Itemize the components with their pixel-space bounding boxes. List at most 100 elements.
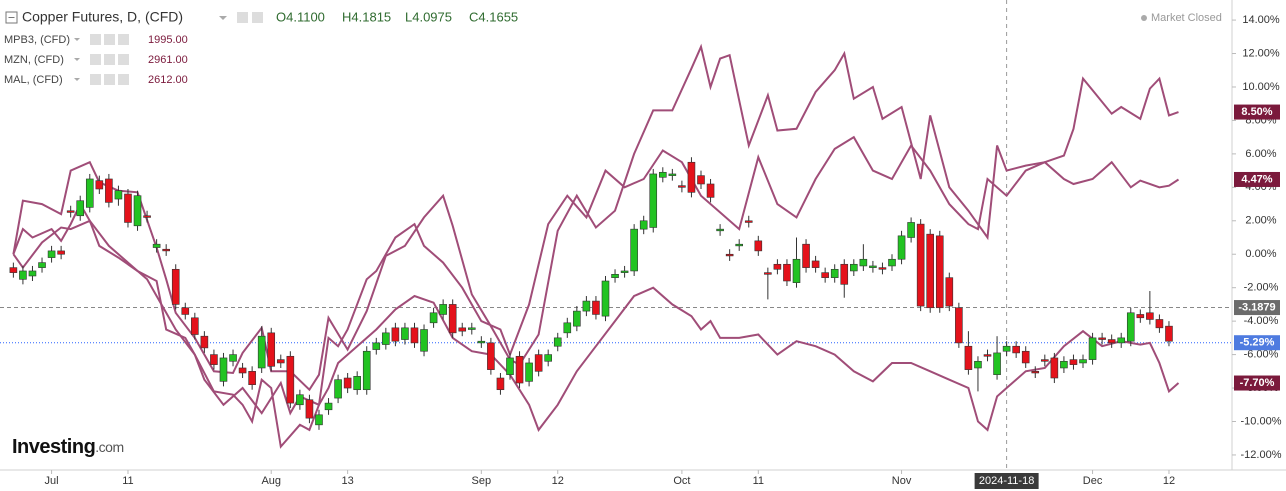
legend-icon[interactable] — [104, 74, 115, 85]
candle-body — [573, 310, 581, 327]
legend-icon[interactable] — [90, 54, 101, 65]
ohlc-open: O4.1100 — [276, 9, 325, 24]
candle-body — [563, 322, 572, 334]
candle-body — [878, 267, 887, 270]
candle-body — [888, 258, 896, 267]
dropdown-arrow[interactable] — [74, 38, 80, 41]
candle-body — [869, 265, 877, 268]
collapse-icon[interactable] — [5, 11, 18, 24]
ohlc-high: H4.1815 — [342, 9, 391, 24]
x-tick-label: Jul — [45, 475, 59, 487]
dropdown-arrow[interactable] — [219, 16, 227, 20]
candle-body — [1126, 312, 1135, 342]
legend-icon[interactable] — [90, 74, 101, 85]
candle-body — [276, 359, 285, 364]
candle-body — [1165, 325, 1173, 342]
candle-body — [783, 263, 791, 282]
candle-body — [1088, 337, 1097, 360]
candle-body — [840, 263, 849, 285]
candle-body — [983, 354, 992, 357]
ohlc-close: C4.1655 — [469, 9, 518, 24]
settings-icon[interactable] — [252, 12, 263, 23]
legend-icon[interactable] — [118, 54, 129, 65]
candle-body — [993, 352, 1001, 375]
legend-icon[interactable] — [90, 34, 101, 45]
y-tick-label: -12.00% — [1241, 449, 1282, 461]
candle-body — [257, 335, 266, 369]
candle-body — [744, 220, 753, 223]
candle-body — [630, 228, 638, 272]
candle-body — [506, 357, 514, 375]
legend-icon[interactable] — [104, 54, 115, 65]
candle-body — [85, 178, 94, 208]
candle-body — [678, 185, 686, 188]
candle-body — [553, 337, 562, 347]
candle-body — [362, 350, 371, 391]
header: Copper Futures, D, (CFD) O4.1100 H4.1815… — [4, 9, 1222, 86]
y-tick-label: 0.00% — [1245, 248, 1276, 260]
candle-body — [372, 342, 381, 350]
compare-line — [12, 43, 1179, 392]
candle-body — [764, 272, 772, 275]
y-tick-label: 14.00% — [1242, 14, 1280, 26]
candle-body — [859, 258, 868, 267]
candle-body — [448, 304, 457, 334]
candle-body — [171, 268, 180, 305]
candle-body — [219, 357, 228, 382]
candle-body — [1012, 345, 1020, 354]
candle-body — [735, 243, 744, 247]
candle-body — [1021, 350, 1030, 364]
candle-body — [773, 263, 782, 270]
x-tick-label: 13 — [342, 475, 354, 487]
candle-body — [496, 377, 505, 391]
candle-body — [525, 362, 533, 382]
candle-body — [592, 300, 600, 315]
series-badge-box — [1234, 375, 1280, 391]
dropdown-arrow[interactable] — [74, 58, 80, 61]
status-dot — [1141, 15, 1147, 21]
candle-body — [1155, 319, 1164, 329]
plot-area — [0, 0, 1232, 470]
candle-body — [687, 161, 696, 193]
ohlc-low: L4.0975 — [405, 9, 452, 24]
candle-body — [114, 190, 123, 200]
candle-body — [974, 360, 982, 369]
candle-body — [420, 329, 428, 352]
candle-body — [1002, 345, 1011, 352]
candle-body — [191, 317, 199, 335]
candle-body — [19, 270, 27, 280]
y-tick-label: -4.00% — [1244, 315, 1279, 327]
crosshair-x-label: 2024-11-18 — [979, 475, 1034, 487]
candle-body — [410, 327, 419, 344]
candle-body — [143, 215, 151, 218]
candle-body — [57, 250, 65, 255]
candle-body — [200, 335, 209, 349]
series-badge-label: -7.70% — [1240, 377, 1275, 389]
candle-body — [28, 270, 37, 277]
legend-icon[interactable] — [118, 34, 129, 45]
market-status: Market Closed — [1151, 12, 1222, 24]
legend-icon[interactable] — [118, 74, 129, 85]
y-tick-label: -6.00% — [1244, 348, 1279, 360]
candle-body — [1069, 359, 1078, 365]
candle-body — [133, 195, 142, 227]
x-tick-label: Aug — [261, 475, 281, 487]
x-tick-label: Oct — [673, 475, 690, 487]
candle-body — [429, 312, 438, 324]
candle-body — [382, 332, 390, 345]
candle-body — [792, 258, 801, 283]
y-tick-label: 10.00% — [1242, 81, 1280, 93]
candle-body — [802, 243, 810, 268]
candle-body — [248, 371, 256, 385]
settings-icon[interactable] — [237, 12, 248, 23]
y-tick-label: 6.00% — [1245, 148, 1276, 160]
legend-icon[interactable] — [104, 34, 115, 45]
candle-body — [945, 277, 954, 307]
candle-body — [639, 220, 648, 230]
candle-body — [1107, 339, 1116, 344]
candle-body — [620, 270, 629, 273]
dropdown-arrow[interactable] — [74, 78, 80, 81]
candle-body — [1031, 371, 1040, 374]
